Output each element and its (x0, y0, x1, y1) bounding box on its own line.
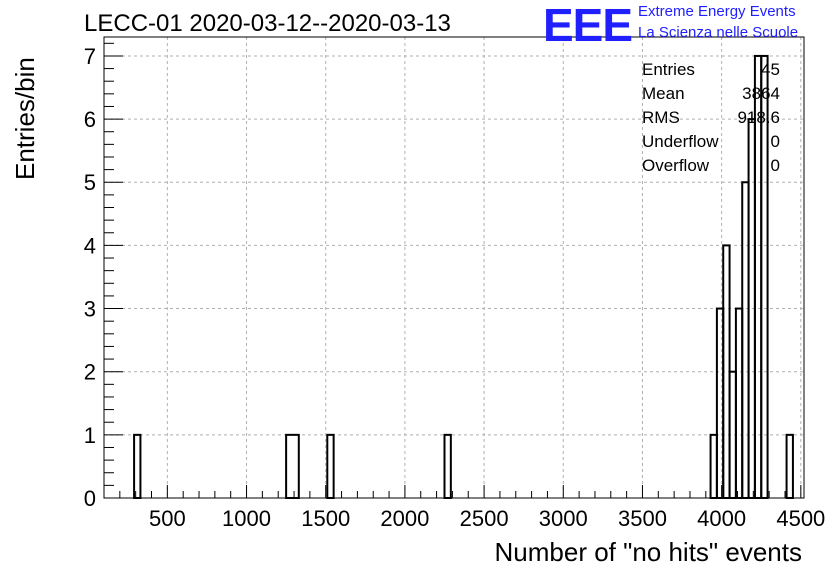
stats-box: Entries 45 Mean 3864 RMS 918.6 Underflow… (642, 58, 780, 178)
x-tick-label: 4000 (697, 506, 746, 531)
y-tick-label: 1 (84, 423, 96, 448)
y-tick-label: 2 (84, 360, 96, 385)
x-tick-label: 500 (149, 506, 186, 531)
stat-label: Mean (642, 84, 685, 103)
x-tick-label: 2500 (460, 506, 509, 531)
stat-value: 3864 (742, 84, 780, 103)
y-axis-label: Entries/bin (10, 57, 40, 180)
x-tick-label: 3000 (539, 506, 588, 531)
stat-value: 0 (770, 132, 780, 151)
histogram-bar (285, 433, 300, 499)
stat-row-entries: Entries 45 (642, 58, 780, 82)
x-axis-label: Number of "no hits" events (494, 537, 803, 567)
stat-label: Entries (642, 60, 695, 79)
y-tick-label: 4 (84, 233, 96, 258)
stat-label: RMS (642, 108, 680, 127)
stat-row-rms: RMS 918.6 (642, 106, 780, 130)
stat-value: 45 (761, 60, 780, 79)
stat-label: Overflow (642, 156, 710, 175)
logo-caption-line1: Extreme Energy Events (638, 3, 796, 20)
plot-frame (103, 36, 805, 499)
y-tick-label: 3 (84, 297, 96, 322)
y-tick-label: 6 (84, 107, 96, 132)
y-tick-label: 5 (84, 170, 96, 195)
x-tick-label: 4500 (776, 506, 825, 531)
histogram-bar (785, 433, 794, 499)
stat-row-underflow: Underflow 0 (642, 130, 780, 154)
chart-title: LECC-01 2020-03-12--2020-03-13 (84, 10, 451, 37)
stat-row-mean: Mean 3864 (642, 82, 780, 106)
x-tick-label: 1000 (222, 506, 271, 531)
stat-value: 918.6 (737, 108, 780, 127)
eee-logo: EEE (543, 0, 633, 51)
stat-value: 0 (770, 156, 780, 175)
stat-label: Underflow (642, 132, 719, 151)
histogram-bar (443, 433, 452, 499)
histogram-bar (760, 54, 769, 500)
logo-caption-line2: La Scienza nelle Scuole (638, 24, 799, 41)
histogram-bar (326, 433, 335, 499)
histogram-bar (133, 433, 142, 499)
x-tick-label: 1500 (301, 506, 350, 531)
x-tick-label: 2000 (380, 506, 429, 531)
y-tick-label: 0 (84, 486, 96, 511)
stat-row-overflow: Overflow 0 (642, 154, 780, 178)
x-tick-label: 3500 (618, 506, 667, 531)
y-tick-label: 7 (84, 44, 96, 69)
